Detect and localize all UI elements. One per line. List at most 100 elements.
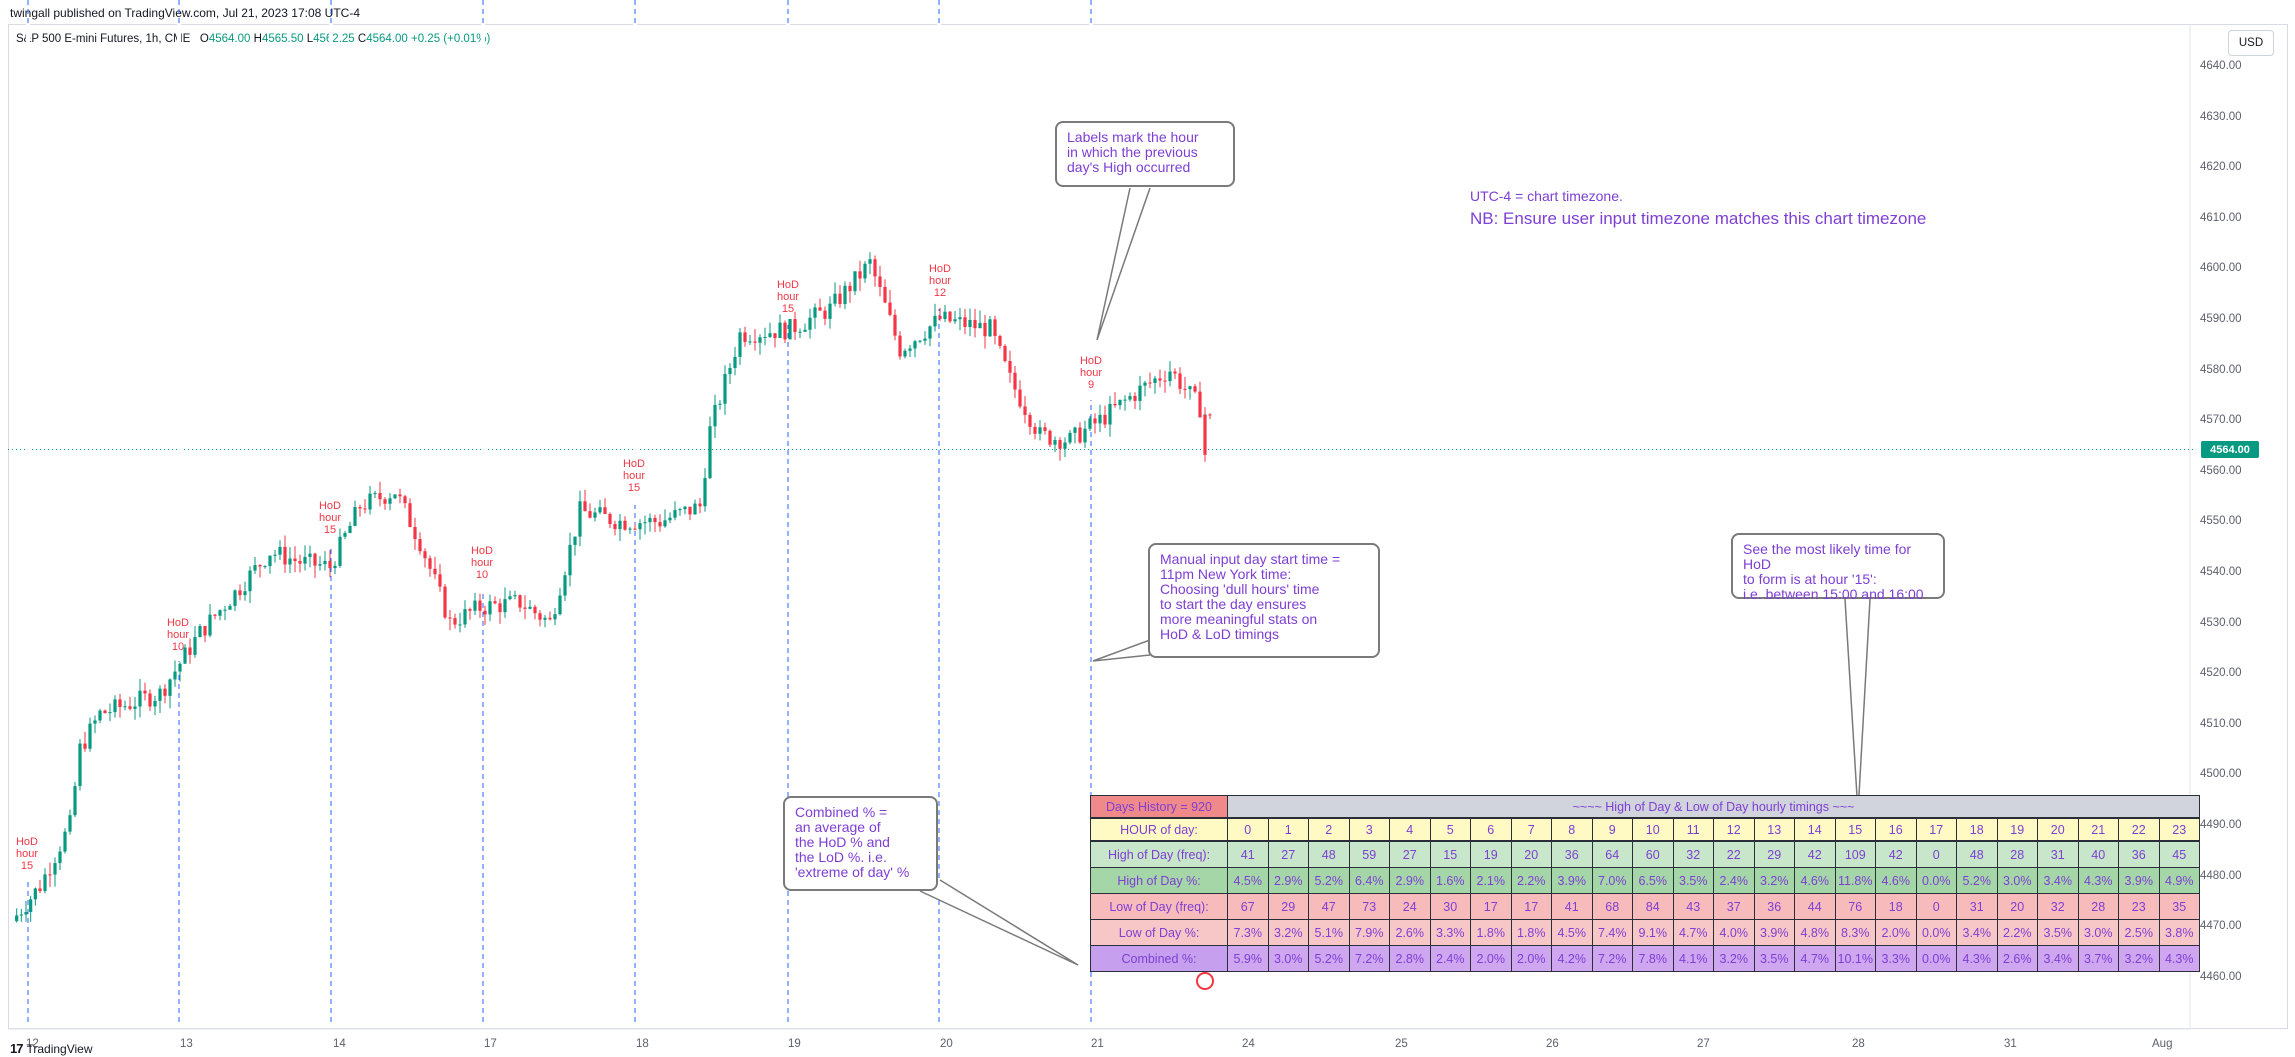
candle-body: [673, 510, 677, 518]
hod-marker-label: HoD hour 12: [928, 263, 952, 299]
candle-body: [1028, 414, 1032, 427]
price-tick-label: 4510.00: [2200, 717, 2242, 730]
stats-cell: 17: [1915, 817, 1957, 842]
stats-cell: 0.0%: [1915, 945, 1957, 972]
stats-cell: 36: [2118, 840, 2160, 868]
candle-body: [43, 874, 47, 892]
stats-cell: 19: [1470, 840, 1512, 868]
candle-body: [473, 600, 477, 611]
candle-body: [168, 679, 172, 696]
candle-body: [518, 595, 522, 608]
candle-body: [483, 610, 487, 615]
stats-cell: 3.5%: [1672, 867, 1714, 894]
candle-body: [453, 618, 457, 625]
candle-body: [688, 506, 692, 515]
candle-body: [1193, 386, 1197, 392]
stats-cell: 4.6%: [1875, 867, 1917, 894]
hod-marker-label: HoD hour 10: [470, 545, 494, 581]
stats-cell: 17: [1470, 893, 1512, 920]
candle-body: [38, 888, 42, 892]
candle-body: [143, 690, 147, 694]
candle-body: [248, 570, 252, 592]
manual-start-callout[interactable]: Manual input day start time = 11pm New Y…: [1148, 543, 1380, 658]
candle-body: [263, 566, 267, 568]
time-tick-label: 12: [26, 1038, 39, 1050]
candle-body: [948, 311, 952, 322]
tradingview-footer[interactable]: 17 TradingView: [10, 1041, 93, 1056]
manual-callout-pointer: [1092, 639, 1151, 662]
stats-cell: 16: [1875, 817, 1917, 842]
time-tick-label: 13: [180, 1038, 193, 1050]
candle-body: [1183, 388, 1187, 390]
candle-body: [448, 617, 452, 619]
stats-cell: 3.9%: [1753, 919, 1795, 946]
dashed-line-mask: [329, 24, 333, 546]
stats-cell: 3.9%: [1551, 867, 1593, 894]
timezone-note-line2[interactable]: NB: Ensure user input timezone matches t…: [1470, 209, 1927, 228]
candle-body: [613, 524, 617, 530]
candle-body: [378, 493, 382, 500]
stats-cell: 3.4%: [1956, 919, 1998, 946]
stats-cell: 48: [1956, 840, 1998, 868]
dashed-line-mask: [177, 24, 181, 661]
candle-body: [753, 341, 757, 343]
open-label: O: [199, 33, 209, 45]
candle-body: [928, 326, 932, 339]
stats-cell: 0.0%: [1915, 919, 1957, 946]
candle-body: [1143, 382, 1147, 386]
candle-body: [1008, 360, 1012, 373]
candle-body: [83, 743, 87, 749]
candle-body: [563, 575, 567, 596]
likely-hour-callout[interactable]: See the most likely time for HoD to form…: [1731, 533, 1945, 602]
price-tick-label: 4540.00: [2200, 566, 2242, 578]
candle-body: [353, 507, 357, 526]
candle-body: [743, 332, 747, 342]
stats-cell: 4.1%: [1672, 945, 1714, 972]
candle-body: [723, 374, 727, 404]
candle-body: [418, 539, 422, 552]
stats-cell: 4.2%: [1551, 945, 1593, 972]
candle-body: [633, 528, 637, 530]
candle-body: [58, 851, 62, 864]
timezone-note-line1[interactable]: UTC-4 = chart timezone.: [1470, 188, 1623, 204]
stats-cell: 7.0%: [1591, 867, 1633, 894]
stats-cell: 68: [1591, 893, 1633, 920]
symbol-name[interactable]: S&P 500 E-mini Futures, 1h, CME: [16, 33, 191, 45]
candle-body: [728, 367, 732, 375]
stats-cell: 7.4%: [1591, 919, 1633, 946]
stats-cell: 0.0%: [1915, 867, 1957, 894]
price-tick-label: 4550.00: [2200, 515, 2242, 528]
stats-cell: 2.6%: [1389, 919, 1431, 946]
candle-body: [24, 911, 28, 915]
stats-row: Low of Day (freq): 67 29 47 73 24 30 17 17 41 68 84…: [1090, 893, 2200, 920]
candle-body: [643, 522, 647, 524]
currency-button[interactable]: USD: [2228, 30, 2274, 56]
candle-body: [108, 712, 112, 714]
price-tick-label: 4560.00: [2200, 464, 2242, 477]
candle-body: [1118, 399, 1122, 406]
candle-body: [773, 333, 777, 339]
stats-cell: 3.3%: [1875, 945, 1917, 972]
candle-body: [173, 671, 177, 680]
candle-body: [1003, 345, 1007, 361]
combined-callout[interactable]: Combined % = an average of the HoD % and…: [783, 796, 938, 891]
candle-body: [493, 601, 497, 604]
stats-cell: 2.6%: [1996, 945, 2038, 972]
candle-body: [103, 710, 107, 713]
candle-body: [608, 513, 612, 525]
stats-cell: 5.1%: [1308, 919, 1350, 946]
stats-cell: 3.3%: [1429, 919, 1471, 946]
stats-cell: 11.8%: [1834, 867, 1876, 894]
candle-body: [843, 285, 847, 305]
last-price-badge: 4564.00: [2201, 441, 2259, 458]
candle-body: [1103, 414, 1107, 425]
labels-callout[interactable]: Labels mark the hour in which the previo…: [1055, 121, 1235, 187]
time-tick-label: Aug: [2152, 1038, 2173, 1050]
candle-body: [953, 319, 957, 322]
stats-cell: 8: [1551, 817, 1593, 842]
time-tick-label: 20: [940, 1038, 953, 1050]
candle-body: [1163, 380, 1167, 382]
candle-body: [933, 315, 937, 327]
candle-body: [1038, 427, 1042, 434]
candle-body: [823, 310, 827, 319]
